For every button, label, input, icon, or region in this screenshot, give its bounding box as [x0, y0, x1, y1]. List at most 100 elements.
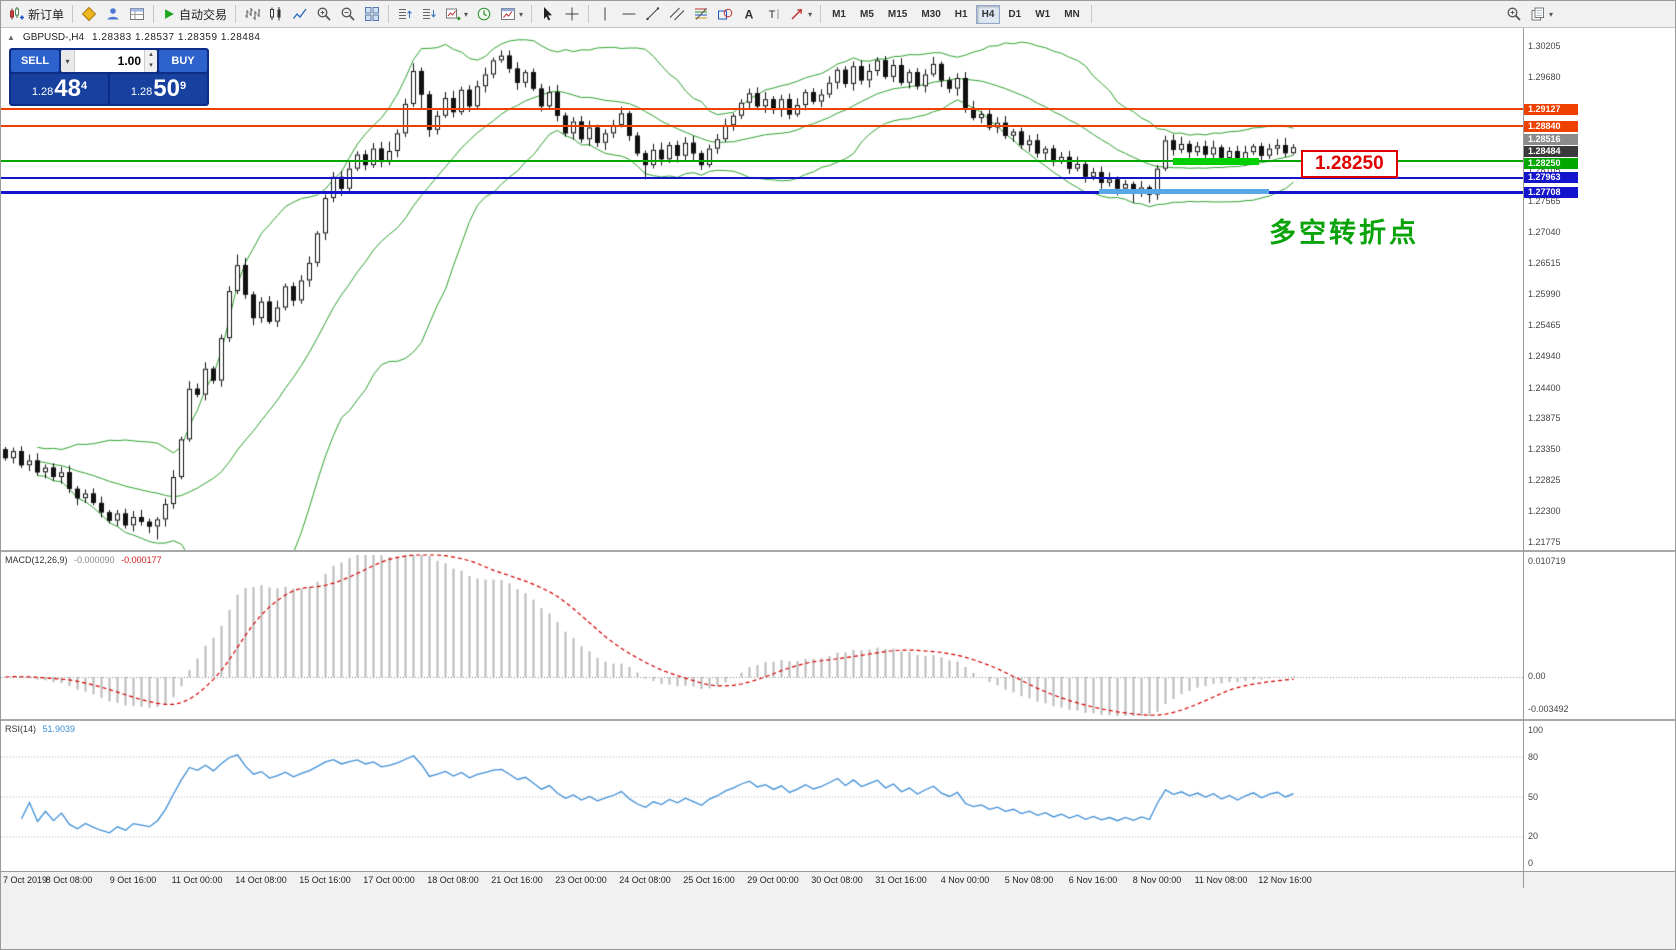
autotrade-button[interactable]: 自动交易 [158, 3, 231, 25]
timeframe-h4-button[interactable]: H4 [975, 4, 1001, 24]
time-axis-label: 4 Nov 00:00 [940, 875, 990, 885]
symbol-search-button[interactable] [1502, 3, 1526, 25]
timeframe-m1-button[interactable]: M1 [832, 8, 846, 20]
datawin-icon [129, 6, 145, 22]
time-axis-label: 29 Oct 00:00 [747, 875, 799, 885]
fibonacci-button[interactable] [689, 3, 713, 25]
timeframe-d1-button[interactable]: D1 [1008, 8, 1022, 20]
time-axis-label: 8 Oct 08:00 [45, 875, 93, 885]
listdown-icon [421, 6, 437, 22]
green-highlight-segment[interactable] [1173, 157, 1259, 165]
line-chart-button[interactable] [288, 3, 312, 25]
macd-rsi-splitter[interactable] [1, 719, 1675, 721]
chart-window-button[interactable]: ▾ [496, 3, 527, 25]
time-axis-label: 30 Oct 08:00 [811, 875, 863, 885]
horizontal-line-object[interactable] [1, 176, 1523, 179]
history-center-button[interactable] [472, 3, 496, 25]
chart-macd-splitter[interactable] [1, 550, 1675, 552]
shapes-button[interactable] [713, 3, 737, 25]
sell-price-button[interactable]: 1.28 48 4 [11, 74, 108, 104]
price-axis-label: 1.25465 [1528, 319, 1561, 330]
time-axis-label: 25 Oct 16:00 [683, 875, 735, 885]
hline-icon [621, 6, 637, 22]
toolbar-separator [72, 5, 74, 23]
volume-control: ▾ ▴ ▾ [61, 50, 157, 72]
crosshair-button[interactable] [560, 3, 584, 25]
zoomin-icon [316, 6, 332, 22]
tile-windows-button[interactable] [360, 3, 384, 25]
price-tag: 1.27708 [1524, 187, 1578, 199]
macd-name: MACD(12,26,9) [5, 555, 68, 565]
profiles-icon [105, 6, 121, 22]
timeframe-mn-button[interactable]: MN [1064, 8, 1080, 20]
volume-input[interactable] [75, 50, 144, 72]
macd-canvas[interactable] [1, 552, 1523, 719]
zoomout-icon [340, 6, 356, 22]
horizontal-line-object[interactable] [1, 108, 1523, 111]
sell-price-big: 48 [54, 75, 81, 102]
channel-button[interactable] [665, 3, 689, 25]
volume-increase-button[interactable]: ▴ [145, 50, 157, 61]
turning-point-annotation[interactable]: 多空转折点 [1269, 218, 1419, 248]
bar-chart-button[interactable] [240, 3, 264, 25]
trade-panel-collapse-icon[interactable]: ▲ [7, 33, 15, 42]
trendline-button[interactable] [641, 3, 665, 25]
rsi-axis-label: 50 [1528, 791, 1539, 802]
shapes-icon [717, 6, 733, 22]
horizontal-line-object[interactable] [1, 125, 1523, 128]
data-window-button[interactable] [125, 3, 149, 25]
vertical-line-button[interactable] [593, 3, 617, 25]
profile-pages-button[interactable]: ▾ [1526, 3, 1557, 25]
timeframe-m5-button[interactable]: M5 [859, 8, 874, 20]
autotrade-button-label: 自动交易 [179, 7, 228, 22]
rsi-panel: RSI(14) 51.9039 100 80 50 20 0 [1, 721, 1675, 871]
cursor-button[interactable] [536, 3, 560, 25]
time-axis-label: 6 Nov 16:00 [1068, 875, 1118, 885]
price-axis-label: 1.23350 [1528, 444, 1561, 455]
timeframe-h1-button[interactable]: H1 [954, 8, 968, 20]
buy-button[interactable]: BUY [159, 50, 207, 72]
macd-panel: MACD(12,26,9) -0.000090 -0.000177 0.0107… [1, 552, 1675, 719]
buy-price-prefix: 1.28 [130, 86, 153, 98]
volume-spinner: ▴ ▾ [144, 50, 157, 72]
profiles-button[interactable] [101, 3, 125, 25]
cursor-icon [540, 6, 556, 22]
svg-text:A: A [745, 8, 754, 22]
arrows-button[interactable]: ▾ [785, 3, 816, 25]
new-order-button[interactable]: 新订单 [5, 3, 68, 25]
price-chart-canvas[interactable] [1, 28, 1523, 550]
ohlc-values: 1.28383 1.28537 1.28359 1.28484 [92, 32, 261, 43]
timeframe-m30-button[interactable]: M30 [921, 8, 941, 20]
chevron-down-icon: ▾ [1548, 9, 1553, 19]
timeframe-w1-button[interactable]: W1 [1035, 8, 1051, 20]
price-axis-label: 1.24400 [1528, 382, 1561, 393]
horizontal-line-object[interactable] [1, 160, 1523, 162]
clock-icon [476, 6, 492, 22]
volume-dropdown[interactable]: ▾ [61, 50, 75, 72]
sell-button[interactable]: SELL [11, 50, 59, 72]
zoom-out-button[interactable] [336, 3, 360, 25]
horizontal-line-object[interactable] [1, 191, 1523, 195]
new-chart-button[interactable]: ▾ [441, 3, 472, 25]
price-callout-label[interactable]: 1.28250 [1301, 150, 1398, 178]
text-button[interactable]: A [737, 3, 761, 25]
horizontal-line-button[interactable] [617, 3, 641, 25]
rsi-canvas[interactable] [1, 721, 1523, 871]
sort-descending-button[interactable] [417, 3, 441, 25]
buy-price-button[interactable]: 1.28 50 9 [110, 74, 207, 104]
blue-highlight-segment[interactable] [1099, 188, 1269, 194]
candlestick-chart-button[interactable] [264, 3, 288, 25]
zoomin-icon [1506, 6, 1522, 22]
time-axis[interactable]: 7 Oct 2019 8 Oct 08:00 9 Oct 16:00 11 Oct 0… [1, 871, 1675, 888]
bars-icon [244, 6, 261, 22]
timeframe-m15-button[interactable]: M15 [887, 8, 908, 20]
label-button[interactable]: T [761, 3, 785, 25]
layout-button[interactable] [77, 3, 101, 25]
volume-decrease-button[interactable]: ▾ [145, 61, 157, 72]
price-axis-label: 1.27040 [1528, 227, 1561, 238]
zoom-in-button[interactable] [312, 3, 336, 25]
chevron-down-icon: ▾ [464, 9, 469, 19]
price-axis-label: 1.23875 [1528, 413, 1561, 424]
sort-ascending-button[interactable] [393, 3, 417, 25]
time-axis-label: 7 Oct 2019 [3, 875, 48, 885]
